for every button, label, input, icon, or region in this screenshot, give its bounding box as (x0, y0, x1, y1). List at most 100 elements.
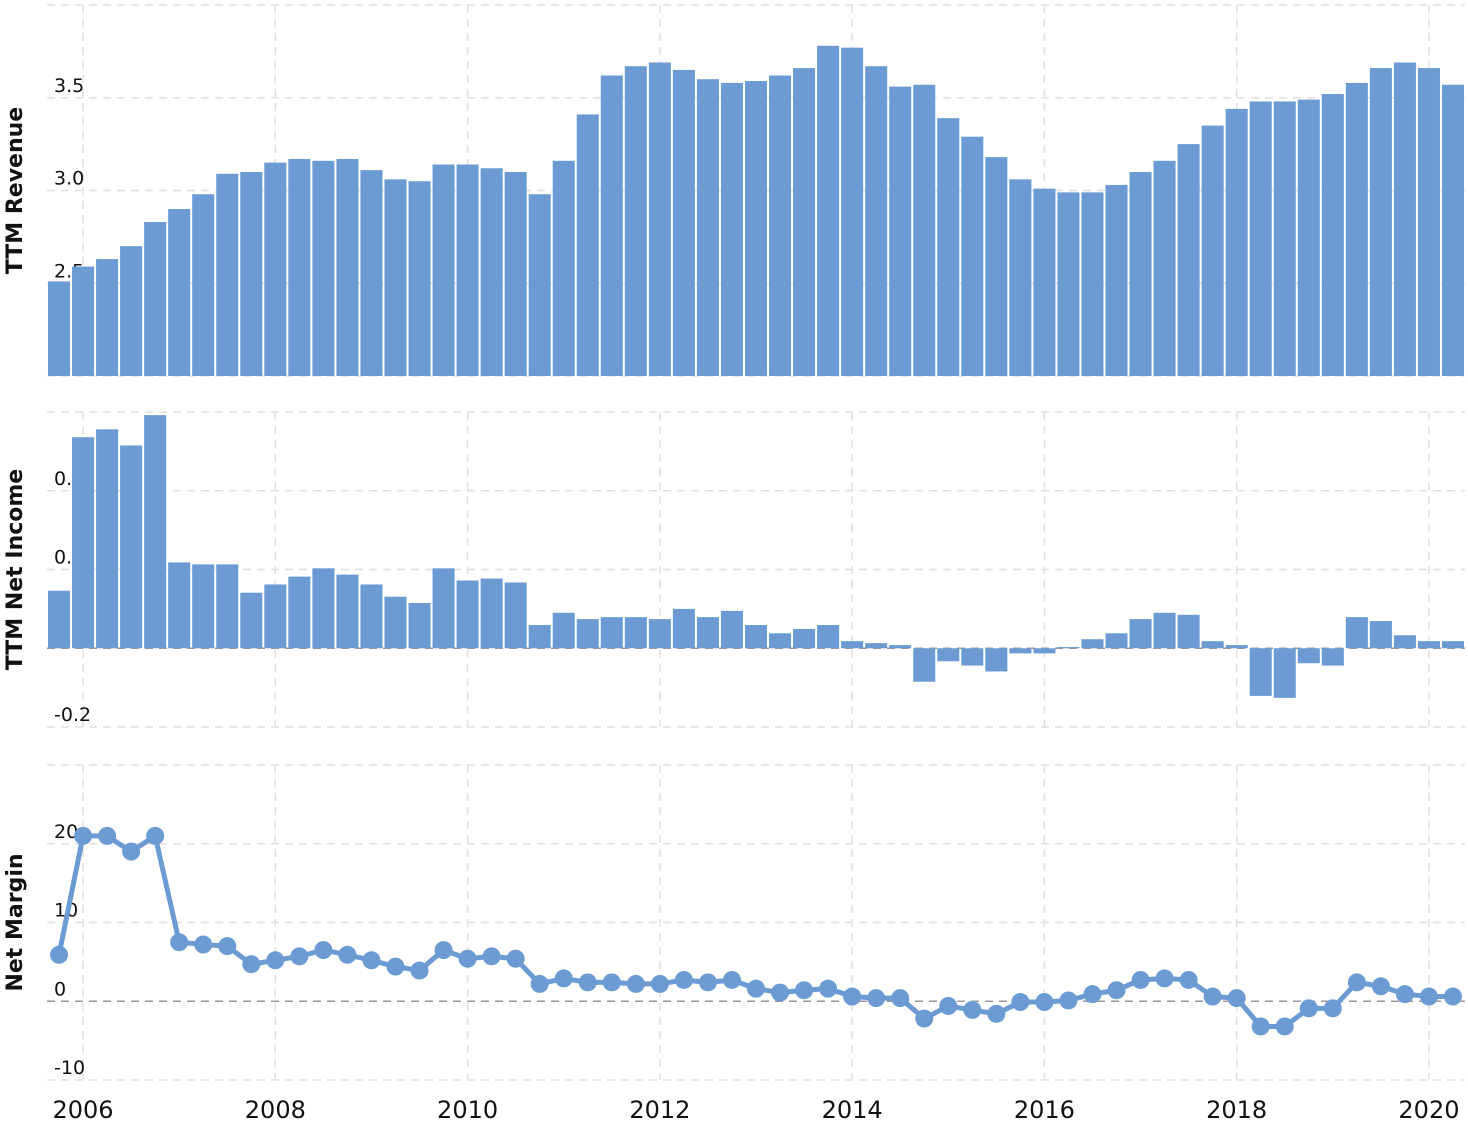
bar (168, 209, 191, 376)
y-tick-label: -10 (54, 1057, 85, 1079)
x-tick-label: 2010 (437, 1096, 498, 1124)
bar (264, 162, 287, 376)
bar (1177, 614, 1200, 649)
bar (672, 69, 695, 377)
point (771, 983, 790, 1002)
bar (312, 160, 335, 376)
point (722, 970, 741, 989)
point (1443, 987, 1462, 1006)
bar (552, 160, 575, 376)
bar (504, 582, 527, 649)
point (338, 945, 357, 964)
bar (432, 164, 455, 376)
point (1395, 985, 1414, 1004)
point (867, 989, 886, 1008)
bar (1273, 648, 1296, 698)
bar (1081, 639, 1104, 649)
point (1035, 993, 1054, 1012)
bar (793, 628, 816, 649)
y-axis-label: Net Margin (3, 853, 28, 991)
bar (817, 45, 840, 377)
bar (288, 576, 311, 649)
point (963, 1000, 982, 1019)
point (939, 996, 958, 1015)
bar (1201, 125, 1224, 376)
bar (1081, 192, 1104, 376)
y-tick-label: 3.5 (54, 75, 84, 97)
point (122, 842, 141, 861)
bar (408, 602, 431, 649)
point (170, 933, 189, 952)
point (74, 826, 93, 845)
point (1251, 1017, 1270, 1036)
bar (744, 625, 768, 649)
bar (1345, 617, 1368, 649)
bar (480, 168, 503, 376)
point (362, 951, 381, 970)
bar (600, 75, 623, 377)
x-tick-label: 2006 (53, 1096, 114, 1124)
point (987, 1004, 1006, 1023)
point (146, 826, 165, 845)
point (386, 957, 405, 976)
point (650, 974, 669, 993)
bar (72, 437, 95, 649)
bar (817, 625, 840, 649)
bar (336, 574, 359, 649)
point (482, 947, 501, 966)
point (1275, 1017, 1294, 1036)
point (626, 974, 645, 993)
point (915, 1009, 934, 1028)
bar (793, 68, 816, 376)
bar (1129, 171, 1152, 376)
point (602, 973, 621, 992)
bar (889, 86, 912, 377)
bar (696, 617, 719, 649)
bar (240, 171, 263, 376)
bar (865, 66, 888, 376)
bar (72, 266, 95, 376)
point (819, 979, 838, 998)
point (1347, 973, 1366, 992)
bar (937, 118, 960, 376)
bar (720, 610, 743, 649)
y-axis-label: TTM Revenue (3, 107, 28, 274)
bar (480, 578, 503, 649)
point (1227, 989, 1246, 1008)
bar (1369, 68, 1392, 376)
bar (48, 281, 71, 376)
bar (1249, 648, 1272, 696)
bar (1393, 62, 1416, 376)
bar (1417, 641, 1440, 649)
point (314, 941, 333, 960)
x-tick-label: 2016 (1014, 1096, 1075, 1124)
bar (1345, 82, 1368, 376)
point (530, 974, 549, 993)
bar (528, 194, 551, 376)
bar (1009, 179, 1032, 376)
bar (504, 171, 527, 376)
point (1083, 985, 1102, 1004)
bar (120, 445, 143, 649)
point (1155, 969, 1174, 988)
bar (144, 415, 167, 649)
bar (1057, 192, 1080, 376)
bar (96, 259, 119, 376)
bar (264, 584, 287, 649)
bar (1273, 101, 1296, 377)
bar (552, 612, 575, 649)
bar (985, 648, 1008, 672)
bar (1105, 184, 1128, 376)
bar (1105, 633, 1128, 649)
bar (408, 181, 431, 376)
bar (1441, 84, 1464, 376)
y-axis-label: TTM Net Income (3, 469, 28, 670)
bar (1177, 144, 1200, 376)
bar (1009, 648, 1032, 654)
x-tick-label: 2008 (245, 1096, 306, 1124)
bar (48, 590, 71, 649)
point (1419, 987, 1438, 1006)
point (747, 979, 765, 998)
